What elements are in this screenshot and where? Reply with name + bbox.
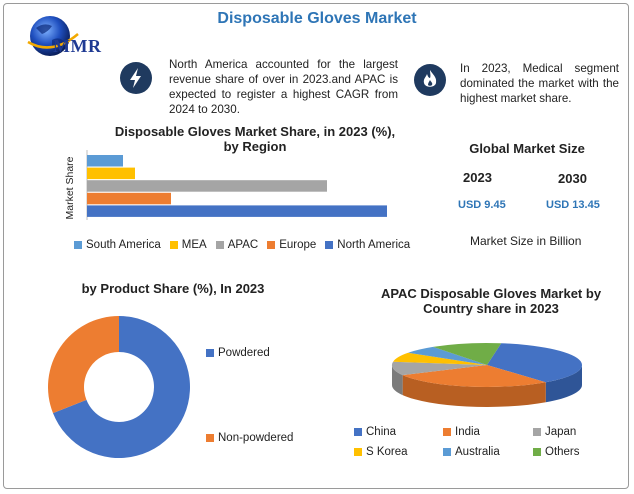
product-chart-title: by Product Share (%), In 2023: [81, 281, 265, 296]
infographic-frame: [3, 3, 629, 489]
note-right: In 2023, Medical segment dominated the m…: [460, 62, 619, 105]
legend-label: Others: [545, 446, 580, 458]
legend-swatch: [215, 241, 224, 249]
legend-swatch: [206, 349, 214, 357]
legend-item-china: China: [354, 426, 443, 438]
legend-label: APAC: [227, 239, 259, 251]
legend-item-apac: APAC: [215, 239, 259, 251]
apac-chart-title: APAC Disposable Gloves Market by Country…: [380, 286, 602, 316]
legend-label: MEA: [181, 239, 207, 251]
legend-swatch: [533, 448, 541, 456]
bar-europe: [87, 192, 171, 205]
legend-non-powdered: Non-powdered: [206, 432, 293, 444]
legend-swatch: [443, 448, 451, 456]
legend-swatch: [533, 428, 541, 436]
bar-apac: [87, 180, 327, 192]
note-left: North America accounted for the largest …: [169, 58, 398, 116]
region-chart-ylabel: Market Share: [64, 156, 76, 220]
legend-label: Japan: [545, 426, 577, 438]
market-size-note: Market Size in Billion: [470, 234, 582, 248]
kpi-year-2023: 2023: [463, 170, 492, 185]
logo-text: MMR: [53, 36, 102, 56]
pie3d-slice-china: [487, 343, 582, 383]
bar-mea: [87, 167, 135, 180]
pie3d-slice-s-korea: [393, 352, 487, 365]
apac-legend: China India Japan S Korea Australia Others: [354, 426, 604, 458]
bar-north-america: [87, 205, 387, 217]
pie3d-side-china: [545, 365, 582, 403]
region-bar-chart: [86, 150, 387, 220]
legend-swatch: [169, 241, 178, 249]
donut-slice-non-powdered: [47, 316, 119, 414]
legend-label: S Korea: [366, 446, 408, 458]
globe-icon: [27, 16, 79, 56]
legend-label: Australia: [455, 446, 500, 458]
legend-powdered: Powdered: [206, 347, 270, 359]
legend-item-india: India: [443, 426, 533, 438]
legend-label: Powdered: [218, 347, 270, 359]
kpi-value-2023: USD 9.45: [458, 199, 506, 211]
flame-icon: [414, 64, 446, 96]
region-chart-title: Disposable Gloves Market Share, in 2023 …: [114, 124, 396, 154]
region-legend: South America MEA APAC Europe North America: [74, 239, 414, 251]
market-size-title: Global Market Size: [469, 141, 585, 156]
legend-swatch: [443, 428, 451, 436]
apac-pie-chart: [392, 343, 582, 407]
legend-item-europe: Europe: [267, 239, 316, 251]
legend-label: China: [366, 426, 397, 438]
legend-swatch: [74, 241, 82, 249]
kpi-year-2030: 2030: [558, 171, 587, 186]
legend-item-south-america: South America: [74, 239, 161, 251]
legend-swatch: [267, 241, 276, 249]
legend-swatch: [354, 448, 362, 456]
legend-item-australia: Australia: [443, 446, 533, 458]
legend-label: Non-powdered: [218, 432, 294, 444]
legend-label: Europe: [279, 239, 317, 251]
pie3d-slice-australia: [408, 346, 487, 365]
donut-slice-powdered: [52, 316, 190, 458]
pie3d-side-india: [402, 375, 546, 407]
legend-swatch: [325, 241, 334, 249]
legend-item-mea: MEA: [169, 239, 207, 251]
pie3d-side-japan: [392, 365, 403, 396]
page-title: Disposable Gloves Market: [217, 10, 417, 27]
legend-item-north-america: North America: [325, 239, 410, 251]
pie3d-slice-others: [433, 343, 502, 365]
bar-south-america: [87, 155, 123, 167]
lightning-icon: [120, 62, 152, 94]
legend-item-others: Others: [533, 446, 603, 458]
legend-label: India: [455, 426, 480, 438]
kpi-value-2030: USD 13.45: [546, 199, 600, 211]
legend-item-s-korea: S Korea: [354, 446, 443, 458]
legend-label: North America: [337, 239, 411, 251]
legend-swatch: [206, 434, 214, 442]
pie3d-slice-japan: [392, 361, 487, 376]
product-donut-chart: [47, 316, 190, 458]
pie3d-slice-india: [402, 365, 546, 387]
legend-item-japan: Japan: [533, 426, 603, 438]
legend-label: South America: [86, 239, 161, 251]
legend-swatch: [354, 428, 362, 436]
